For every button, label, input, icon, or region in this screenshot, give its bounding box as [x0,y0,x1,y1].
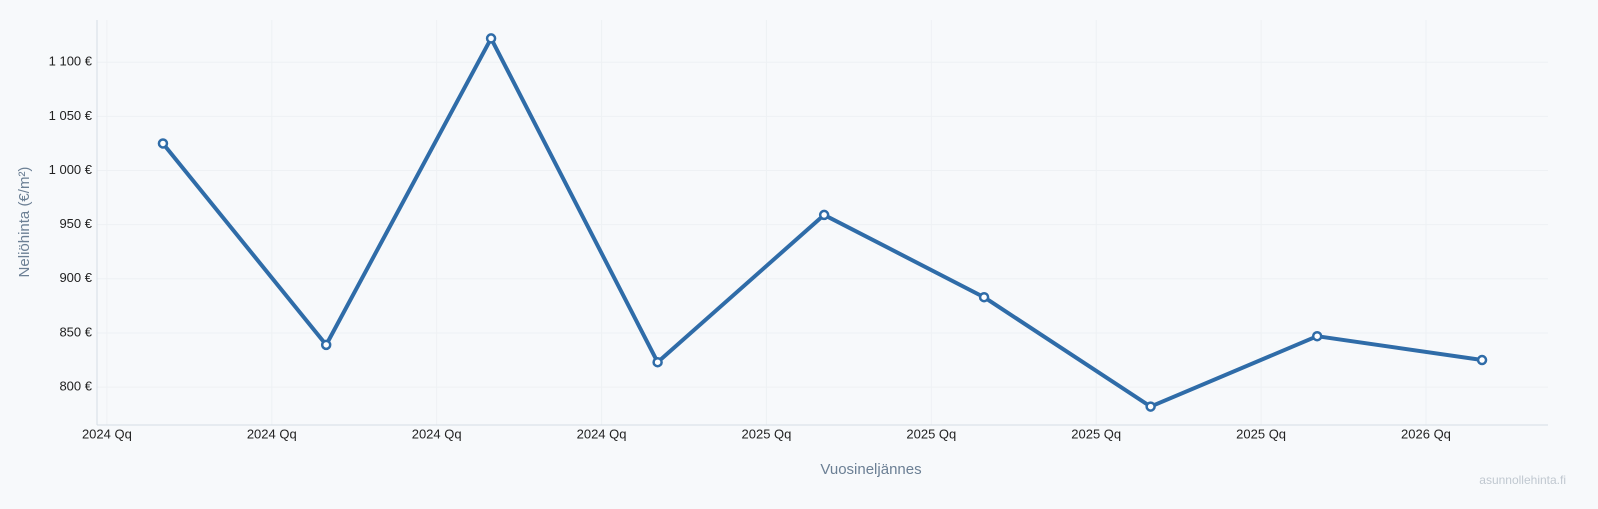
point [818,209,830,221]
point [652,356,663,368]
x-tick-label: 2024 Qq [247,426,297,441]
x-tick-label: 2025 Qq [742,426,792,441]
point [485,33,497,44]
y-tick-label: 1 050 € [49,108,93,123]
point [978,291,990,303]
y-tick-label: 950 € [59,216,92,231]
watermark: asunnollehinta.fi [1479,473,1566,487]
point [1311,330,1323,342]
point [320,339,332,351]
x-tick-label: 2025 Qq [1236,426,1286,441]
x-tick-label: 2024 Qq [577,426,627,441]
x-tick-label: 2024 Qq [82,426,132,441]
y-tick-label: 1 100 € [49,54,93,69]
x-axis-label: Vuosineljännes [820,461,921,478]
y-tick-label: 800 € [59,379,92,394]
x-tick-label: 2025 Qq [1071,426,1121,441]
point [1145,401,1156,412]
y-tick-label: 900 € [59,270,92,285]
y-axis-label: Neliöhinta (€/m²) [16,167,33,278]
point [157,138,169,149]
x-tick-label: 2025 Qq [906,426,956,441]
point [1476,354,1488,366]
x-tick-label: 2024 Qq [412,426,462,441]
x-tick-label: 2026 Qq [1401,426,1451,441]
y-tick-label: 850 € [59,324,92,339]
y-tick-label: 1 000 € [49,162,93,177]
